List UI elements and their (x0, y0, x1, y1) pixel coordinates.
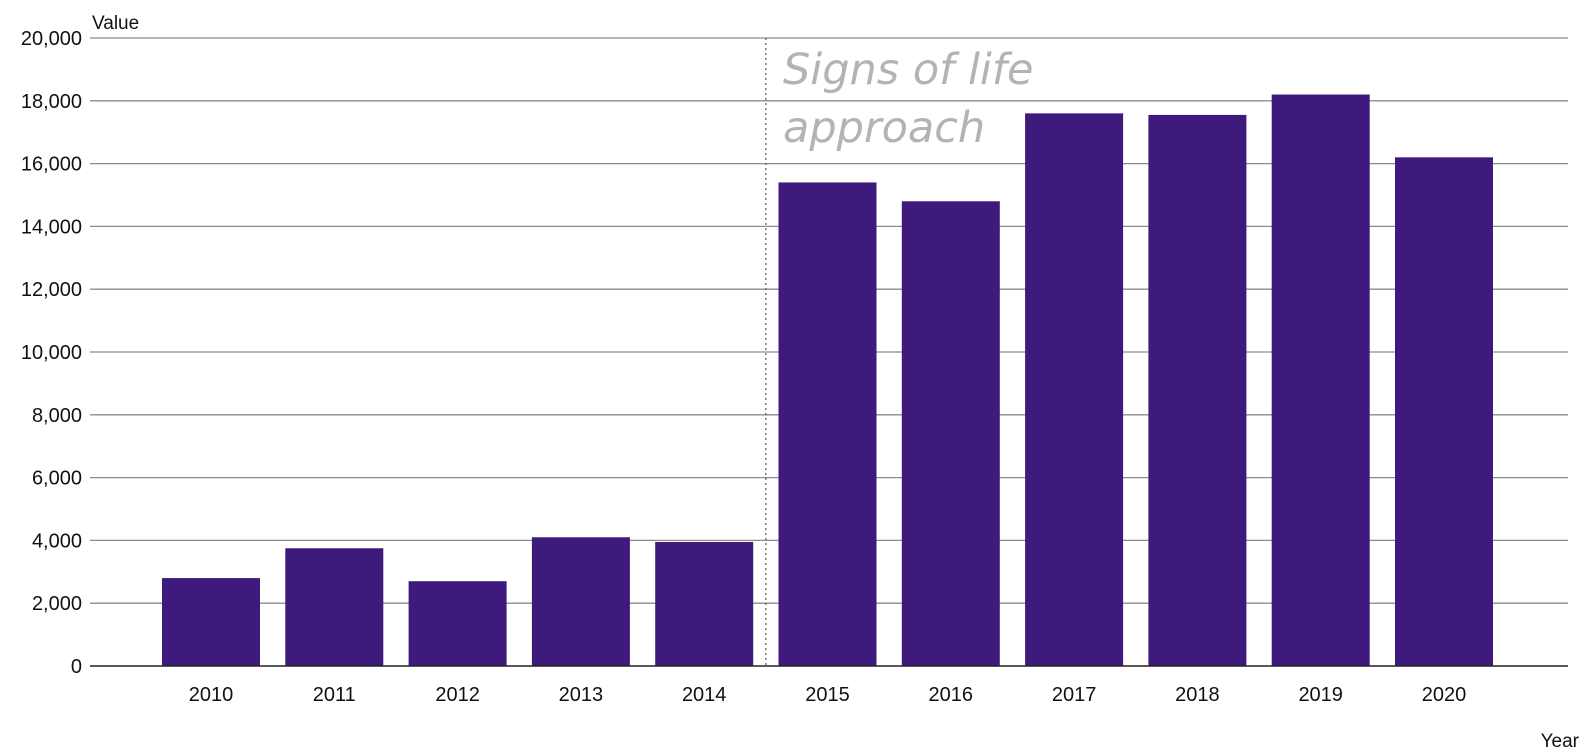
y-tick-label: 0 (71, 656, 82, 678)
bar-2016 (901, 201, 1000, 666)
x-tick-label: 2015 (805, 684, 850, 706)
y-tick-label: 4,000 (32, 530, 82, 552)
y-tick-label: 2,000 (32, 593, 82, 615)
x-tick-label: 2016 (929, 684, 974, 706)
bar-2019 (1271, 94, 1370, 666)
bar-2011 (285, 548, 384, 666)
bar-2020 (1395, 157, 1493, 666)
x-axis-title: Year (1541, 731, 1580, 752)
x-tick-label: 2014 (682, 684, 727, 706)
bar-2017 (1025, 113, 1124, 667)
annotation-text-line-2: approach (783, 103, 985, 153)
x-tick-label: 2011 (313, 684, 356, 706)
x-tick-label: 2017 (1052, 684, 1097, 706)
x-tick-label: 2010 (189, 684, 234, 706)
x-tick-label: 2018 (1175, 684, 1220, 706)
bar-2018 (1148, 114, 1247, 667)
bar-2012 (408, 581, 507, 666)
bar-2015 (778, 182, 877, 666)
x-tick-label: 2020 (1422, 684, 1467, 706)
y-axis-title: Value (92, 13, 139, 34)
bar-2013 (531, 537, 630, 666)
x-tick-labels: 2010 2011 2012 2013 2014 2015 2016 2017 2018 2019… (189, 684, 1467, 706)
bar-2014 (655, 541, 754, 666)
y-tick-label: 10,000 (21, 342, 82, 364)
x-tick-label: 2019 (1298, 684, 1343, 706)
annotation-text-line-1: Signs of life (783, 45, 1033, 95)
y-tick-label: 20,000 (21, 28, 82, 50)
bar-2010 (162, 578, 260, 666)
y-tick-label: 14,000 (21, 216, 82, 238)
y-tick-labels: 0 2,000 4,000 6,000 8,000 10,000 12,000 14,000 1… (21, 28, 82, 678)
y-tick-label: 16,000 (21, 154, 82, 176)
bars (162, 94, 1493, 667)
x-tick-label: 2012 (435, 684, 480, 706)
y-tick-label: 18,000 (21, 91, 82, 113)
y-tick-label: 6,000 (32, 468, 82, 490)
x-tick-label: 2013 (559, 684, 604, 706)
y-tick-label: 8,000 (32, 405, 82, 427)
y-tick-label: 12,000 (21, 279, 82, 301)
